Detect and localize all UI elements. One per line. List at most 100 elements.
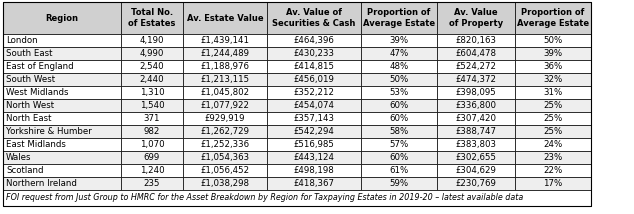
Bar — [437, 73, 515, 86]
Text: 61%: 61% — [389, 166, 409, 175]
Bar — [437, 177, 515, 190]
Bar — [361, 86, 437, 99]
Bar — [515, 138, 591, 151]
Bar — [437, 2, 515, 34]
Bar — [437, 112, 515, 125]
Bar — [183, 86, 267, 99]
Text: Proportion of
Average Estate: Proportion of Average Estate — [517, 8, 589, 28]
Text: 371: 371 — [144, 114, 160, 123]
Text: £1,439,141: £1,439,141 — [200, 36, 250, 45]
Bar — [515, 2, 591, 34]
Bar — [121, 34, 183, 47]
Text: 1,070: 1,070 — [139, 140, 164, 149]
Bar — [183, 99, 267, 112]
Bar — [183, 2, 267, 34]
Bar — [3, 47, 121, 60]
Text: £304,629: £304,629 — [456, 166, 496, 175]
Text: 23%: 23% — [543, 153, 562, 162]
Bar — [121, 164, 183, 177]
Text: FOI request from Just Group to HMRC for the Asset Breakdown by Region for Taxpay: FOI request from Just Group to HMRC for … — [6, 193, 523, 202]
Bar — [121, 2, 183, 34]
Bar — [437, 34, 515, 47]
Text: 50%: 50% — [543, 36, 562, 45]
Text: 57%: 57% — [389, 140, 409, 149]
Text: £454,074: £454,074 — [294, 101, 335, 110]
Text: 36%: 36% — [543, 62, 562, 71]
Text: £430,233: £430,233 — [294, 49, 335, 58]
Text: South West: South West — [6, 75, 55, 84]
Bar — [121, 73, 183, 86]
Text: 59%: 59% — [389, 179, 408, 188]
Text: 4,990: 4,990 — [140, 49, 164, 58]
Text: 982: 982 — [144, 127, 160, 136]
Text: £1,213,115: £1,213,115 — [200, 75, 250, 84]
Bar — [515, 164, 591, 177]
Bar — [267, 177, 361, 190]
Bar — [515, 47, 591, 60]
Bar — [515, 151, 591, 164]
Bar — [3, 151, 121, 164]
Bar — [3, 60, 121, 73]
Bar — [3, 125, 121, 138]
Text: Total No.
of Estates: Total No. of Estates — [128, 8, 176, 28]
Text: West Midlands: West Midlands — [6, 88, 68, 97]
Bar — [437, 164, 515, 177]
Bar — [267, 125, 361, 138]
Bar — [183, 47, 267, 60]
Bar — [267, 2, 361, 34]
Bar — [267, 164, 361, 177]
Bar — [361, 138, 437, 151]
Text: Region: Region — [46, 13, 79, 22]
Text: 31%: 31% — [543, 88, 562, 97]
Bar — [437, 99, 515, 112]
Text: £474,372: £474,372 — [455, 75, 496, 84]
Text: Av. Value
of Property: Av. Value of Property — [449, 8, 503, 28]
Text: Av. Estate Value: Av. Estate Value — [186, 13, 263, 22]
Text: 50%: 50% — [389, 75, 409, 84]
Text: £464,396: £464,396 — [294, 36, 335, 45]
Text: South East: South East — [6, 49, 53, 58]
Bar — [267, 151, 361, 164]
Text: 39%: 39% — [389, 36, 408, 45]
Text: Northern Ireland: Northern Ireland — [6, 179, 77, 188]
Text: £542,294: £542,294 — [294, 127, 335, 136]
Bar — [267, 60, 361, 73]
Text: £1,038,298: £1,038,298 — [200, 179, 250, 188]
Bar — [3, 86, 121, 99]
Text: 2,540: 2,540 — [139, 62, 164, 71]
Text: 39%: 39% — [543, 49, 562, 58]
Bar — [3, 190, 591, 206]
Text: 235: 235 — [144, 179, 160, 188]
Bar — [183, 164, 267, 177]
Text: £352,212: £352,212 — [294, 88, 335, 97]
Text: Proportion of
Average Estate: Proportion of Average Estate — [363, 8, 435, 28]
Text: 60%: 60% — [389, 101, 409, 110]
Bar — [3, 73, 121, 86]
Bar — [361, 2, 437, 34]
Bar — [267, 86, 361, 99]
Bar — [3, 2, 121, 34]
Text: North West: North West — [6, 101, 54, 110]
Text: £1,077,922: £1,077,922 — [200, 101, 250, 110]
Text: 1,240: 1,240 — [139, 166, 164, 175]
Text: £1,262,729: £1,262,729 — [200, 127, 250, 136]
Text: London: London — [6, 36, 37, 45]
Text: £1,252,336: £1,252,336 — [200, 140, 250, 149]
Bar — [121, 177, 183, 190]
Bar — [183, 112, 267, 125]
Bar — [183, 151, 267, 164]
Bar — [361, 151, 437, 164]
Text: £357,143: £357,143 — [294, 114, 335, 123]
Bar — [361, 47, 437, 60]
Text: 25%: 25% — [543, 127, 562, 136]
Bar — [3, 177, 121, 190]
Bar — [515, 177, 591, 190]
Bar — [121, 112, 183, 125]
Bar — [121, 99, 183, 112]
Text: £929,919: £929,919 — [205, 114, 245, 123]
Bar — [361, 125, 437, 138]
Text: £1,244,489: £1,244,489 — [200, 49, 250, 58]
Bar — [3, 112, 121, 125]
Bar — [437, 86, 515, 99]
Bar — [267, 138, 361, 151]
